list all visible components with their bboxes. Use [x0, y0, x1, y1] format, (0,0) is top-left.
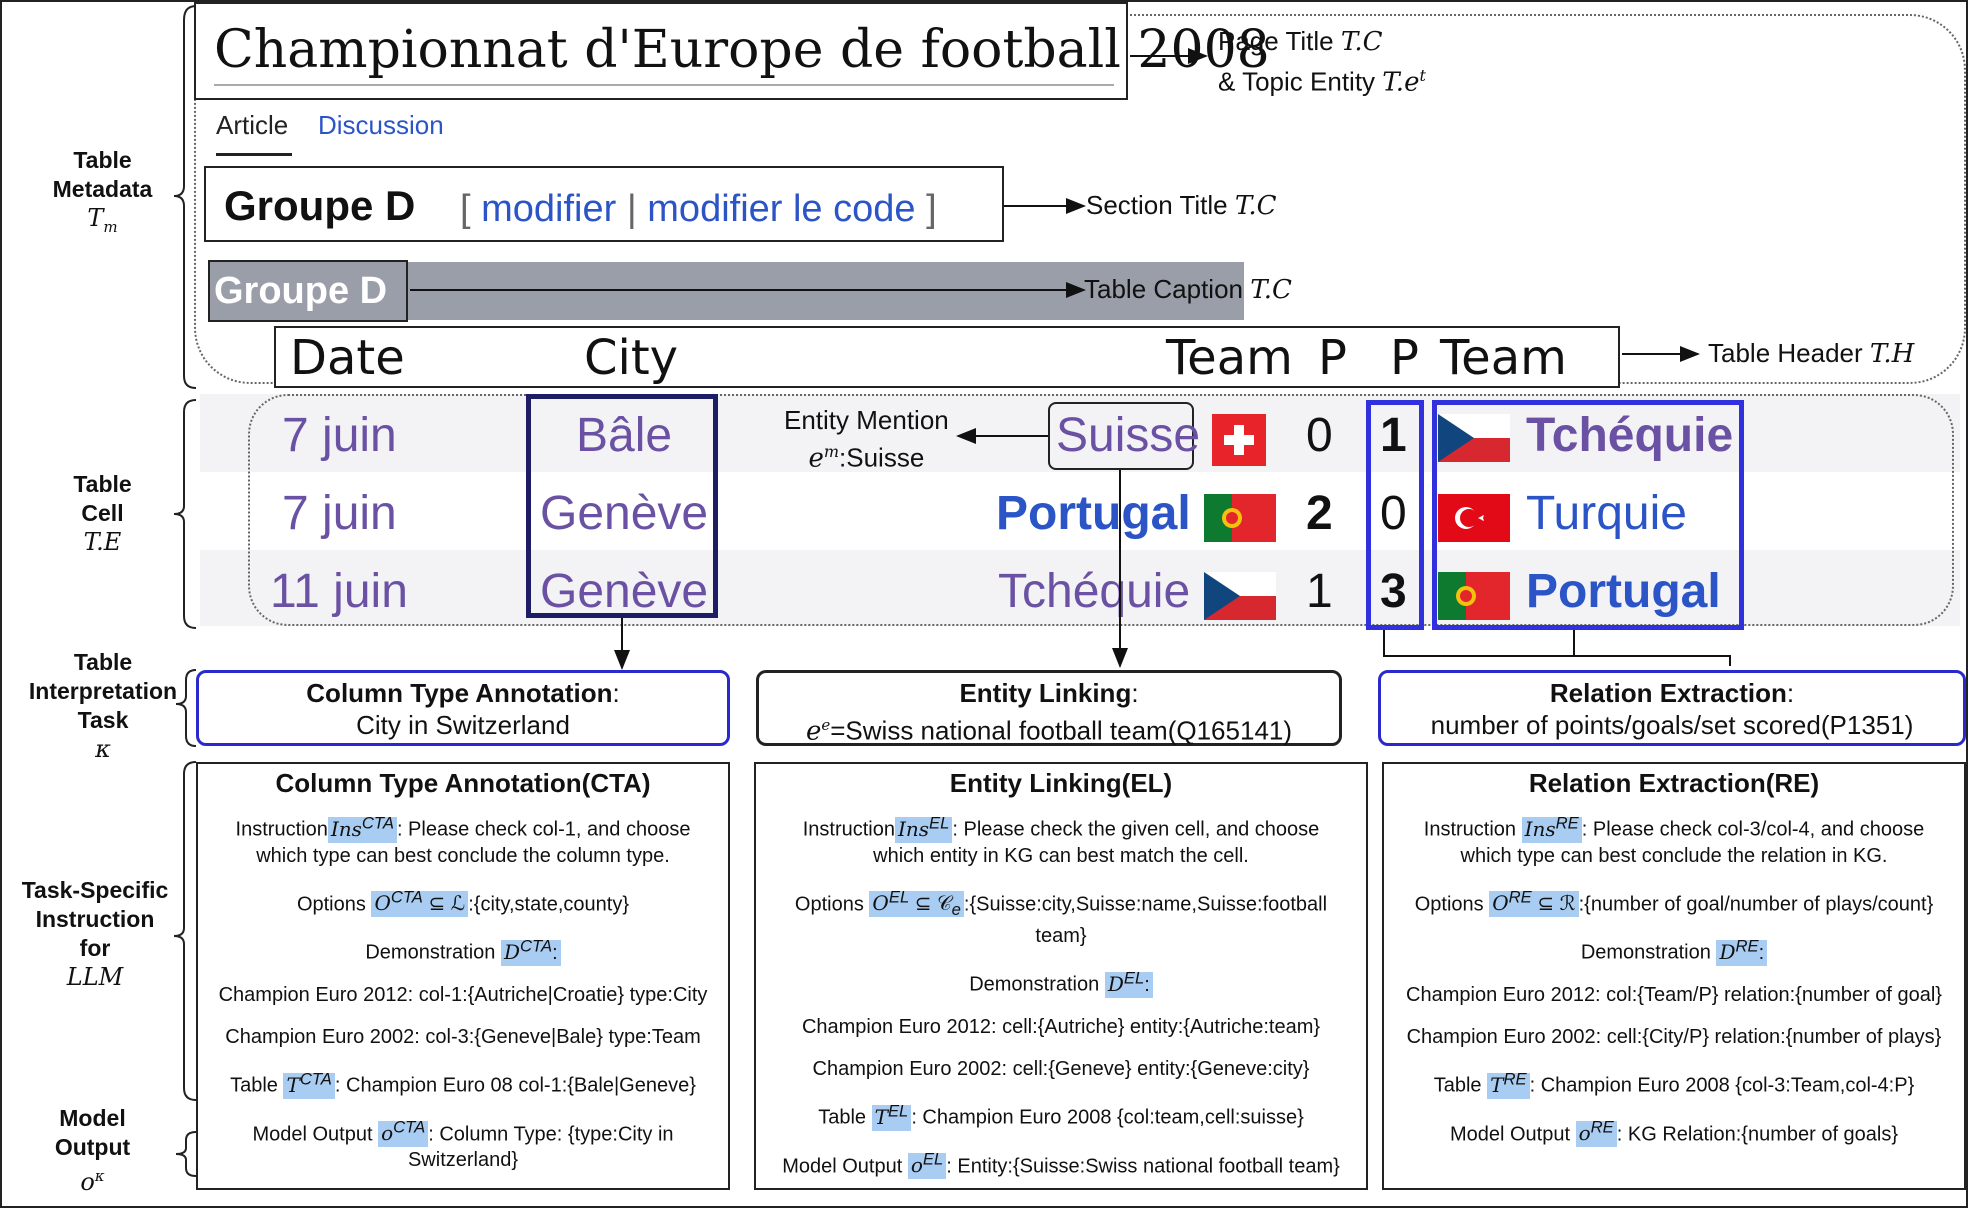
row3-date: 11 juin — [270, 565, 408, 618]
header-team2: Team — [1440, 330, 1567, 386]
row1-p1: 0 — [1306, 409, 1333, 462]
annotation-table-caption: Table Caption T.C — [1084, 274, 1292, 305]
row3-p2: 3 — [1380, 565, 1407, 618]
row1-p2: 1 — [1380, 409, 1407, 462]
header-p2: P — [1390, 330, 1419, 386]
row1-date: 7 juin — [282, 409, 397, 462]
side-label-task: Table Interpretation Task κ — [28, 649, 178, 763]
czech-flag-icon — [1438, 414, 1510, 462]
link-modifier[interactable]: modifier — [481, 188, 617, 230]
row2-city[interactable]: Genève — [540, 487, 709, 540]
swiss-flag-icon — [1212, 414, 1266, 466]
panel-re: Relation Extraction(RE) Instruction InsR… — [1382, 762, 1966, 1190]
header-city: City — [584, 330, 679, 386]
table-caption: Groupe D — [214, 270, 388, 312]
portugal-flag-icon — [1204, 494, 1276, 542]
entity-mention-box — [1048, 402, 1194, 470]
panel-el: Entity Linking(EL) Instruction InsEL: Ple… — [754, 762, 1368, 1190]
row1-team1[interactable]: Suisse — [1056, 409, 1201, 462]
annotation-table-header: Table Header T.H — [1708, 338, 1915, 369]
header-p1: P — [1318, 330, 1347, 386]
row3-team2[interactable]: Portugal — [1526, 565, 1721, 618]
side-label-metadata: Table Metadata Tm — [52, 147, 153, 236]
task-el: Entity Linking: ee=Swiss national footba… — [756, 670, 1342, 747]
re-team-box — [1432, 400, 1744, 630]
link-modifier-code[interactable]: modifier le code — [647, 188, 916, 230]
row2-team2[interactable]: Turquie — [1526, 487, 1687, 540]
re-points-box — [1366, 400, 1424, 630]
annotation-page-title: Page Title T.C & Topic Entity T.et — [1218, 26, 1426, 98]
tab-article[interactable]: Article — [216, 110, 289, 140]
task-re: Relation Extraction: number of points/go… — [1378, 670, 1966, 746]
row2-p2: 0 — [1380, 487, 1407, 540]
header-date: Date — [290, 330, 405, 386]
side-braces — [173, 5, 197, 1177]
caption-box — [208, 260, 408, 322]
section-edit-links: [ modifier | modifier le code ] — [460, 188, 937, 230]
side-label-output: Model Output oκ — [54, 1105, 131, 1196]
turkey-flag-icon — [1438, 494, 1510, 542]
row3-city[interactable]: Genève — [540, 565, 709, 618]
table-row-stripe — [200, 472, 1960, 550]
row2-p1: 2 — [1306, 487, 1333, 540]
cell-region — [248, 394, 1954, 626]
header-team1: Team — [1166, 330, 1293, 386]
side-label-instruction: Task-Specific Instruction for LLM — [21, 877, 169, 991]
table-header-box — [274, 326, 1620, 388]
annotation-section-title: Section Title T.C — [1086, 190, 1277, 221]
row3-team1[interactable]: Tchéquie — [998, 565, 1191, 618]
row3-p1: 1 — [1306, 565, 1333, 618]
row2-date: 7 juin — [282, 487, 397, 540]
tab-discussion[interactable]: Discussion — [318, 110, 444, 140]
page-title: Championnat d'Europe de football 2008 — [214, 20, 1270, 80]
task-cta: Column Type Annotation: City in Switzerl… — [196, 670, 730, 746]
title-underline — [214, 84, 1114, 86]
page-title-box — [194, 2, 1128, 100]
section-title-box — [204, 166, 1004, 242]
cta-column-box — [526, 394, 718, 618]
row1-city[interactable]: Bâle — [576, 409, 673, 462]
annotation-arrows — [410, 48, 1731, 670]
section-title: Groupe D — [224, 182, 416, 229]
panel-cta: Column Type Annotation(CTA) Instruction I… — [196, 762, 730, 1190]
row2-team1[interactable]: Portugal — [996, 487, 1191, 540]
tab-article-underline — [216, 153, 292, 156]
side-label-cell: Table Cell T.E — [73, 471, 132, 556]
row1-team2[interactable]: Tchéquie — [1526, 409, 1734, 462]
annotation-entity-mention: Entity Mention em:Suisse — [784, 405, 949, 474]
portugal-flag-icon — [1438, 572, 1510, 620]
czech-flag-icon — [1204, 572, 1276, 620]
